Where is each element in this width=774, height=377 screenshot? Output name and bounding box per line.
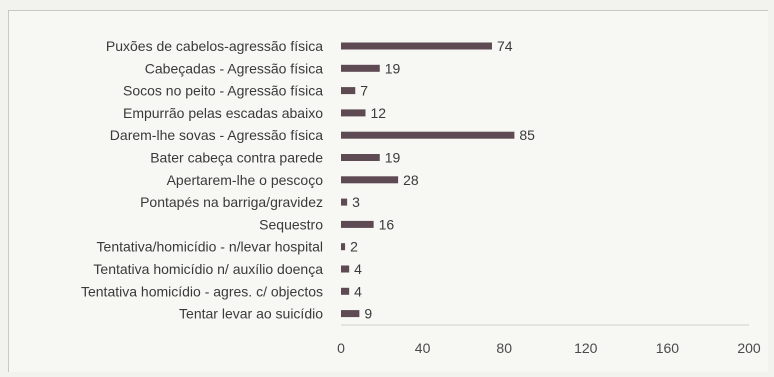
x-tick-label: 160 [656, 340, 680, 356]
category-label: Socos no peito - Agressão física [123, 83, 323, 99]
category-label: Cabeçadas - Agressão física [145, 60, 323, 76]
value-label: 3 [352, 194, 360, 210]
x-tick-label: 0 [337, 340, 345, 356]
value-label: 16 [379, 216, 395, 232]
x-tick-label: 80 [496, 340, 512, 356]
bar [341, 310, 360, 318]
category-label: Pontapés na barriga/gravidez [140, 194, 323, 210]
value-label: 7 [360, 83, 368, 99]
bar [341, 176, 399, 184]
chart-frame: Puxões de cabelos-agressão física 74 Cabeç… [8, 10, 768, 372]
category-label: Tentativa homicídio n/ auxílio doença [93, 261, 323, 277]
bar [341, 109, 366, 117]
value-label: 19 [385, 150, 401, 166]
value-label: 2 [350, 239, 358, 255]
bar [341, 198, 348, 206]
bar [341, 87, 356, 95]
bar-chart: Puxões de cabelos-agressão física 74Cabeç… [81, 38, 761, 356]
bar [341, 287, 350, 295]
category-label: Apertarem-lhe o pescoço [167, 172, 324, 188]
x-tick-label: 120 [574, 340, 598, 356]
x-tick-label: 200 [737, 340, 761, 356]
value-label: 19 [385, 60, 401, 76]
bar [341, 131, 515, 139]
category-label: Tentativa homicídio - agres. c/ objectos [81, 283, 323, 299]
x-tick-label: 40 [415, 340, 431, 356]
bar [341, 64, 380, 72]
bar [341, 42, 492, 50]
value-label: 85 [519, 127, 535, 143]
value-label: 4 [354, 283, 362, 299]
category-label: Puxões de cabelos-agressão física [106, 38, 323, 54]
bar [341, 243, 346, 251]
bar [341, 154, 380, 161]
bar [341, 265, 350, 273]
bar [341, 220, 374, 228]
value-label: 12 [370, 105, 386, 121]
value-label: 9 [364, 306, 372, 322]
category-label: Bater cabeça contra parede [150, 150, 323, 166]
category-label: Sequestro [259, 216, 323, 232]
category-label: Empurrão pelas escadas abaixo [123, 105, 323, 121]
value-label: 28 [403, 172, 419, 188]
value-label: 74 [497, 38, 513, 54]
category-label: Darem-lhe sovas - Agressão física [110, 127, 323, 143]
value-label: 4 [354, 261, 362, 277]
category-label: Tentativa/homicídio - n/levar hospital [97, 239, 323, 255]
category-label: Tentar levar ao suicídio [179, 306, 323, 322]
